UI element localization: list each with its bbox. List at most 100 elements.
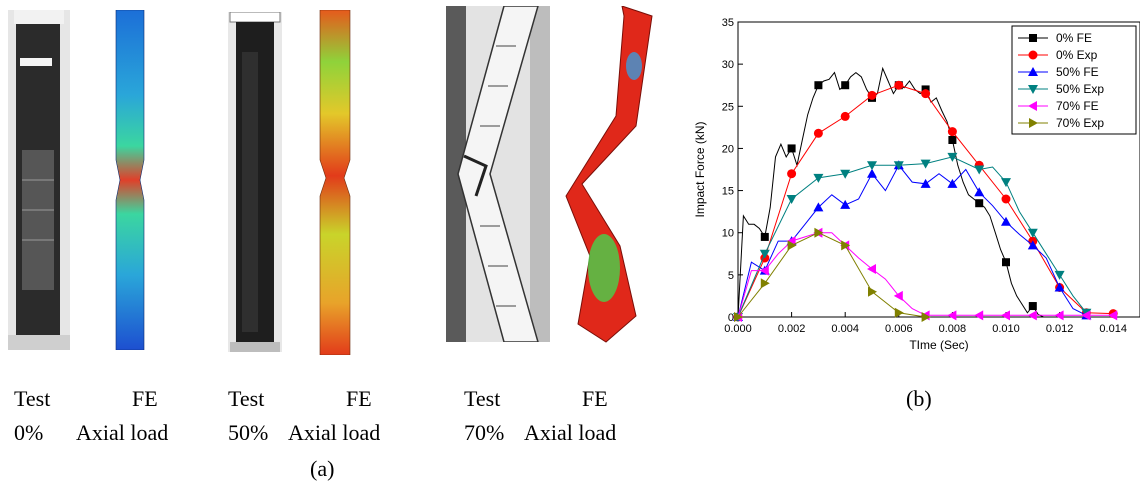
- legend-marker: [1029, 118, 1038, 128]
- data-point: [947, 127, 957, 137]
- legend-marker: [1028, 101, 1037, 111]
- data-point: [1081, 310, 1091, 321]
- label-pct-0: 0%: [14, 420, 44, 445]
- data-point: [1054, 270, 1065, 280]
- data-point: [947, 178, 958, 188]
- y-tick-label: 35: [722, 17, 734, 29]
- series-line-2: [737, 164, 1087, 318]
- data-point: [1001, 310, 1010, 321]
- legend-marker: [1028, 50, 1038, 60]
- x-tick-label: 0.004: [831, 323, 859, 335]
- fe-model-70-image: [565, 6, 653, 343]
- data-point: [786, 195, 797, 204]
- label-load-50: Axial load: [288, 420, 381, 445]
- label-fe-50: FE: [346, 386, 372, 411]
- data-point: [867, 90, 877, 100]
- data-point: [787, 240, 797, 251]
- label-test-50: Test: [228, 386, 265, 411]
- label-fe-0: FE: [132, 386, 158, 411]
- data-point: [841, 240, 851, 251]
- data-point: [841, 81, 850, 90]
- data-point: [813, 173, 824, 183]
- data-point: [813, 202, 824, 212]
- data-point: [867, 263, 876, 274]
- label-pct-50: 50%: [228, 420, 269, 445]
- data-point: [867, 161, 877, 171]
- legend-entry: 0% Exp: [1056, 48, 1098, 62]
- data-point: [814, 227, 824, 238]
- data-point: [1027, 228, 1038, 238]
- legend-entry: 0% FE: [1056, 31, 1092, 45]
- data-point: [759, 249, 770, 259]
- label-fe-70: FE: [582, 386, 608, 411]
- x-axis-label: TIme (Sec): [909, 338, 968, 352]
- data-point: [787, 169, 797, 179]
- data-point: [921, 312, 931, 322]
- label-pct-70: 70%: [464, 420, 505, 445]
- x-tick-label: 0.000: [724, 323, 752, 335]
- data-point: [1054, 282, 1065, 292]
- legend-box: [1011, 25, 1137, 135]
- data-point: [1054, 310, 1064, 321]
- data-point: [894, 80, 904, 90]
- legend-marker: [1028, 67, 1038, 76]
- y-tick-label: 5: [728, 270, 734, 282]
- y-axis-label: Impact Force (kN): [693, 121, 707, 217]
- fe-model-70: [556, 6, 660, 346]
- data-point: [867, 168, 877, 178]
- data-point: [893, 161, 904, 171]
- series-line-0: [737, 66, 1049, 318]
- y-tick-label: 20: [722, 143, 734, 155]
- data-point: [1108, 310, 1118, 321]
- x-tick-label: 0.002: [778, 323, 806, 335]
- x-tick-label: 0.012: [1046, 323, 1074, 335]
- x-tick-label: 0.010: [992, 323, 1020, 335]
- test-photo-70: [446, 6, 550, 342]
- fe-model-0-image: [115, 10, 145, 350]
- data-point: [947, 310, 957, 321]
- test-photo-70-image: [446, 6, 550, 342]
- label-load-0: Axial load: [76, 420, 169, 445]
- data-point: [1028, 302, 1037, 311]
- data-point: [920, 159, 931, 169]
- data-point: [1027, 310, 1037, 321]
- data-point: [948, 136, 957, 144]
- data-point: [975, 199, 984, 208]
- test-photo-50-image: [228, 12, 282, 352]
- data-point: [1001, 216, 1011, 226]
- data-point: [840, 169, 851, 179]
- data-point: [974, 187, 985, 197]
- panel-b-caption: (b): [906, 386, 932, 411]
- data-point: [974, 310, 984, 321]
- impact-force-chart: 0 5 10 15 20 25 30 35 0.000 0.002 0.004 0.006 0.008 0…: [693, 17, 1140, 352]
- legend-entry: 70% Exp: [1056, 116, 1104, 130]
- data-point: [1027, 240, 1038, 250]
- data-point: [894, 307, 904, 318]
- data-point: [921, 89, 931, 99]
- legend-entry: 50% Exp: [1056, 82, 1104, 96]
- panel-a: Test FE 0% Axial load Test FE 50% Axial …: [8, 6, 660, 481]
- label-load-70: Axial load: [524, 420, 617, 445]
- data-point: [760, 232, 769, 241]
- data-point: [759, 265, 769, 276]
- data-point: [840, 111, 850, 121]
- series-line-3: [737, 156, 1087, 318]
- panel-b: 0 5 10 15 20 25 30 35 0.000 0.002 0.004 0.006 0.008 0…: [690, 0, 1140, 488]
- data-point: [1001, 178, 1011, 188]
- data-point: [1001, 194, 1011, 204]
- data-point: [760, 278, 770, 289]
- data-point: [893, 290, 903, 301]
- data-point: [868, 286, 877, 297]
- data-point: [813, 128, 823, 138]
- y-tick-label: 10: [722, 228, 734, 240]
- y-tick-label: 25: [722, 101, 734, 113]
- series-line-5: [737, 232, 926, 318]
- data-point: [840, 199, 851, 209]
- label-test-70: Test: [464, 386, 501, 411]
- data-point: [974, 165, 985, 175]
- x-tick-label: 0.006: [885, 323, 913, 335]
- y-tick-label: 15: [722, 186, 734, 198]
- legend-marker: [1029, 34, 1037, 42]
- label-test-0: Test: [14, 386, 51, 411]
- fe-model-50-image: [319, 10, 351, 355]
